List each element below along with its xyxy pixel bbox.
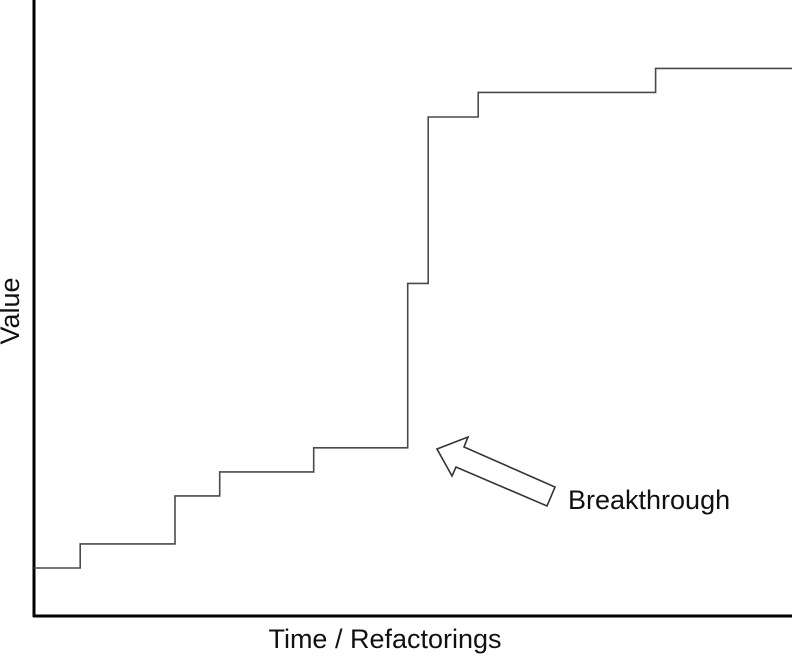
y-axis-label: Value <box>0 277 25 344</box>
breakthrough-arrow <box>435 435 557 508</box>
x-axis-label: Time / Refactorings <box>268 624 501 654</box>
series-line <box>34 67 792 569</box>
breakthrough-annotation: Breakthrough <box>568 485 730 515</box>
